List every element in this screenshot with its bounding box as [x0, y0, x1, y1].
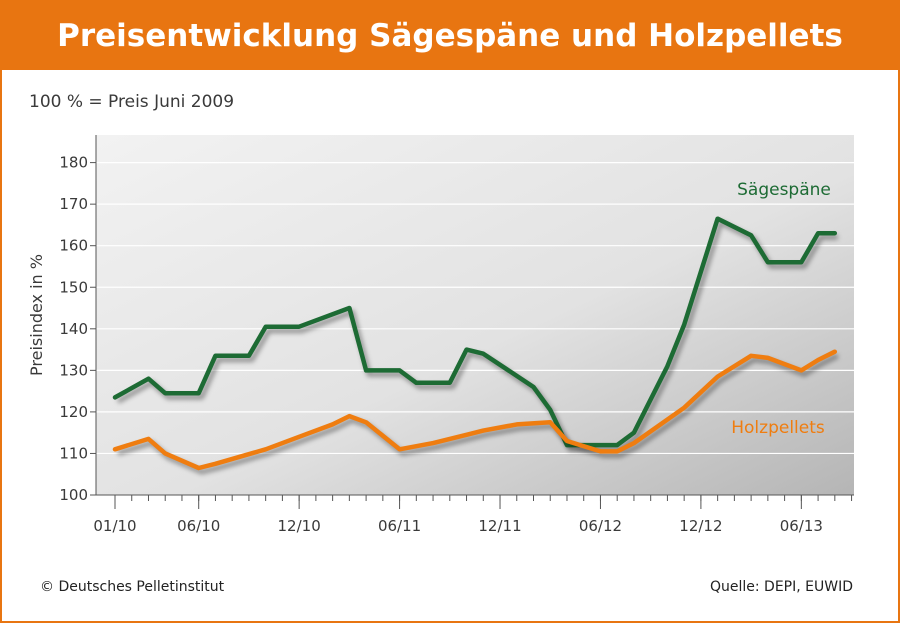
x-tick-label: 12/10	[278, 517, 321, 535]
y-tick-label: 140	[59, 320, 88, 338]
series-line-1	[112, 349, 838, 471]
y-tick-label: 170	[59, 195, 88, 213]
chart-subtitle: 100 % = Preis Juni 2009	[29, 92, 235, 112]
y-tick-label: 120	[59, 403, 88, 421]
series-labels: Sägespäne Holzpellets	[731, 180, 831, 438]
y-tick-label: 130	[59, 361, 88, 379]
gridlines	[96, 162, 854, 455]
source-note: Quelle: DEPI, EUWID	[709, 579, 853, 595]
x-tick-label: 12/12	[679, 517, 722, 535]
chart-title: Preisentwicklung Sägespäne und Holzpelle…	[57, 18, 843, 54]
series-shadow	[116, 220, 838, 452]
copyright-note: © Deutsches Pelletinstitut	[40, 579, 225, 595]
y-tick-label: 100	[59, 486, 88, 504]
y-tick-label: 160	[59, 237, 88, 255]
axes: 100 110 120 130 140 150 160 170 180 01/10 06/10 12/…	[27, 135, 854, 535]
x-tick-label: 06/11	[378, 517, 421, 535]
series-lines	[112, 216, 839, 475]
series-line-0	[112, 216, 838, 448]
series-label-1: Holzpellets	[731, 418, 825, 438]
y-tick-label: 180	[59, 154, 88, 172]
x-tick-label: 01/10	[93, 517, 136, 535]
y-tick-label: 110	[59, 444, 88, 462]
y-tick-label: 150	[59, 278, 88, 296]
x-tick-label: 06/10	[177, 517, 220, 535]
x-tick-label: 06/13	[780, 517, 823, 535]
y-axis-label: Preisindex in %	[27, 254, 46, 376]
x-tick-label: 12/11	[478, 517, 521, 535]
series-label-0: Sägespäne	[737, 180, 831, 200]
x-tick-label: 06/12	[579, 517, 622, 535]
title-bar: Preisentwicklung Sägespäne und Holzpelle…	[2, 2, 898, 70]
series-shadow	[117, 353, 839, 475]
